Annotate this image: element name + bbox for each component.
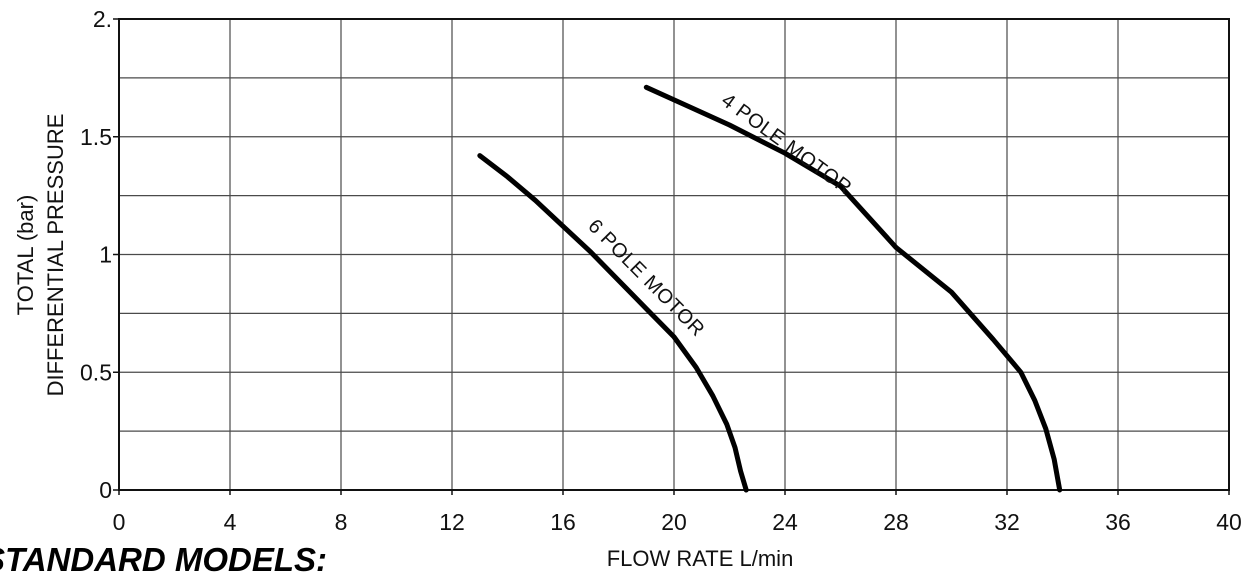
series-line-1 bbox=[477, 153, 749, 493]
grid bbox=[119, 19, 1229, 490]
x-tick-label: 16 bbox=[550, 509, 576, 535]
series-line-2 bbox=[643, 84, 1063, 493]
y-tick-label: 0 bbox=[99, 477, 112, 503]
y-tick-label: 1.5 bbox=[80, 124, 112, 150]
series-label-1: 6 POLE MOTOR bbox=[583, 215, 708, 341]
y-axis-title-line-1: TOTAL (bar) bbox=[13, 195, 38, 316]
x-axis: 0 4 8 12 16 20 24 28 32 36 40 bbox=[113, 490, 1242, 535]
x-tick-label: 20 bbox=[661, 509, 687, 535]
y-axis: 0 0.5 1 1.5 2. bbox=[80, 6, 119, 503]
standard-models-heading: STANDARD MODELS: bbox=[0, 541, 328, 572]
y-axis-title-line-2: DIFFERENTIAL PRESSURE bbox=[43, 114, 68, 397]
x-tick-label: 32 bbox=[994, 509, 1020, 535]
y-tick-label: 0.5 bbox=[80, 359, 112, 385]
y-tick-label: 2. bbox=[93, 6, 112, 32]
x-tick-label: 28 bbox=[883, 509, 909, 535]
x-tick-label: 8 bbox=[335, 509, 348, 535]
x-tick-label: 0 bbox=[113, 509, 126, 535]
x-tick-label: 40 bbox=[1216, 509, 1242, 535]
x-tick-label: 12 bbox=[439, 509, 465, 535]
x-axis-title: FLOW RATE L/min bbox=[607, 546, 794, 571]
x-tick-label: 24 bbox=[772, 509, 798, 535]
y-tick-label: 1 bbox=[99, 242, 112, 268]
x-tick-label: 4 bbox=[224, 509, 237, 535]
series-label-2: 4 POLE MOTOR bbox=[717, 89, 855, 199]
x-tick-label: 36 bbox=[1105, 509, 1131, 535]
